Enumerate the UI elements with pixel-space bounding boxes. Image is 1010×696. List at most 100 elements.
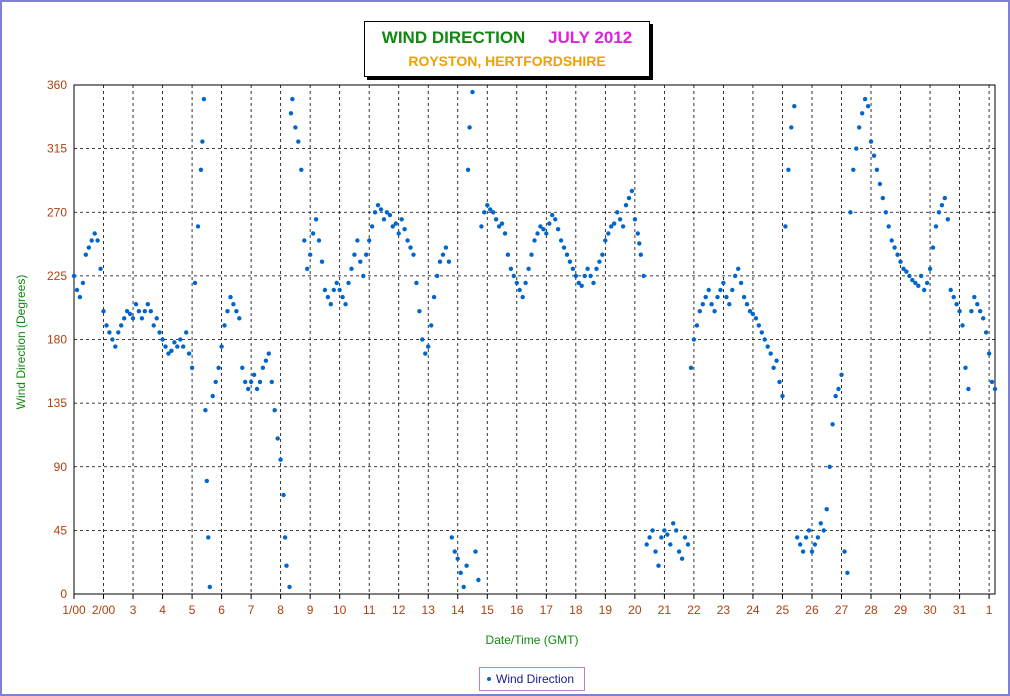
data-point <box>945 217 950 222</box>
data-point <box>815 535 821 540</box>
x-axis-label: Date/Time (GMT) <box>486 633 579 647</box>
data-point <box>674 528 679 533</box>
data-point <box>750 311 756 317</box>
chart-title: WIND DIRECTION <box>381 28 526 47</box>
data-point <box>98 266 103 271</box>
data-point <box>576 280 581 286</box>
data-point <box>972 294 977 300</box>
data-point <box>573 273 578 279</box>
data-point <box>827 464 832 469</box>
data-point <box>650 528 655 533</box>
data-point <box>204 478 209 484</box>
data-point <box>381 217 387 222</box>
x-tick-label: 2/00 <box>92 603 116 617</box>
data-point <box>609 224 614 229</box>
data-point <box>154 316 159 321</box>
data-point <box>659 535 664 540</box>
x-tick-label: 30 <box>923 603 937 617</box>
x-tick-label: 8 <box>277 603 284 617</box>
data-point <box>992 386 998 392</box>
data-point <box>986 351 992 356</box>
data-point <box>107 330 112 335</box>
data-point <box>830 422 835 427</box>
data-point <box>851 167 856 172</box>
data-point <box>641 273 646 279</box>
data-point <box>848 210 853 215</box>
data-point <box>89 238 94 243</box>
data-point <box>449 535 454 540</box>
data-point <box>892 245 897 250</box>
data-point <box>727 302 732 307</box>
data-point <box>219 344 224 349</box>
data-point <box>939 203 945 208</box>
data-point <box>526 266 531 271</box>
data-point <box>396 231 401 236</box>
data-point <box>730 287 735 293</box>
x-tick-label: 3 <box>130 603 137 617</box>
data-point <box>676 549 682 554</box>
data-point <box>458 570 463 575</box>
data-point <box>845 570 850 575</box>
data-point <box>358 259 363 264</box>
chart-title-line: WIND DIRECTION JULY 2012 <box>365 28 649 48</box>
x-tick-label: 10 <box>333 603 347 617</box>
data-point <box>638 252 643 257</box>
data-point <box>133 302 139 307</box>
data-point <box>553 217 558 222</box>
data-point <box>957 309 962 314</box>
data-point <box>367 238 372 243</box>
data-point <box>434 273 440 279</box>
data-points <box>71 89 998 590</box>
data-point <box>452 549 457 554</box>
data-point <box>77 294 83 300</box>
data-point <box>485 203 490 208</box>
data-point <box>467 125 472 130</box>
data-point <box>753 316 759 321</box>
data-point <box>738 280 744 286</box>
data-point <box>771 365 776 370</box>
data-point <box>585 266 590 271</box>
data-point <box>860 111 865 116</box>
data-point <box>865 104 871 109</box>
data-point <box>880 195 885 201</box>
data-point <box>930 245 936 250</box>
data-point <box>561 245 567 250</box>
data-point <box>744 302 750 307</box>
data-point <box>505 252 511 257</box>
data-point <box>420 337 425 342</box>
data-point <box>80 280 86 286</box>
data-point <box>181 344 186 349</box>
data-point <box>402 227 407 232</box>
data-point <box>142 309 147 314</box>
data-point <box>390 224 395 229</box>
legend-marker-icon <box>487 677 491 681</box>
data-point <box>795 535 800 540</box>
data-point <box>774 358 779 363</box>
data-point <box>302 238 307 243</box>
data-point <box>617 217 623 222</box>
data-point <box>263 358 269 363</box>
data-point <box>464 563 469 568</box>
x-tick-label: 31 <box>953 603 967 617</box>
data-point <box>538 224 543 229</box>
data-point <box>405 238 410 243</box>
data-point <box>437 259 443 264</box>
data-point <box>762 337 767 342</box>
data-point <box>759 330 764 335</box>
data-point <box>479 224 484 229</box>
data-point <box>520 294 525 300</box>
data-point <box>240 365 245 370</box>
data-point <box>597 259 602 264</box>
data-point <box>600 252 605 257</box>
data-point <box>186 351 192 356</box>
data-point <box>308 252 313 257</box>
x-tick-label: 19 <box>599 603 613 617</box>
data-point <box>246 386 251 392</box>
data-point <box>272 408 277 413</box>
data-point <box>313 217 319 222</box>
data-point <box>378 207 384 212</box>
x-tick-label: 28 <box>864 603 878 617</box>
chart-title-month: JULY 2012 <box>548 28 633 47</box>
x-tick-label: 1/00 <box>62 603 86 617</box>
data-point <box>637 241 642 246</box>
